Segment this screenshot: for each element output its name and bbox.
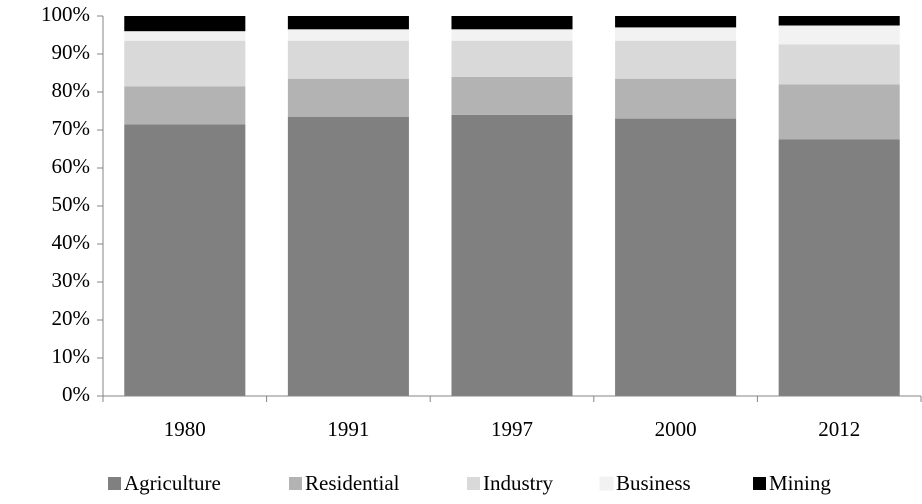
bar-segment (778, 16, 900, 26)
y-tick-label: 30% (52, 268, 91, 292)
x-tick-label: 1991 (327, 417, 369, 441)
y-tick-label: 60% (52, 154, 91, 178)
bar-segment (778, 84, 900, 140)
bar-segment (124, 86, 246, 125)
bar-segment (287, 116, 409, 396)
x-tick-label: 1997 (491, 417, 533, 441)
bar-segment (451, 114, 573, 397)
y-tick-label: 0% (62, 382, 90, 406)
legend-swatch (753, 477, 766, 490)
legend-label: Agriculture (124, 471, 221, 495)
bar-segment (451, 16, 573, 30)
bar-segment (615, 16, 737, 28)
bar-segment (124, 31, 246, 41)
bar-segment (124, 16, 246, 32)
bar-segment (124, 40, 246, 87)
bar-segment (615, 27, 737, 41)
bar-segment (287, 40, 409, 79)
legend-swatch (108, 477, 121, 490)
legend-swatch (599, 476, 614, 491)
y-tick-label: 10% (52, 344, 91, 368)
bar-segment (615, 118, 737, 396)
y-tick-label: 70% (52, 116, 91, 140)
x-tick-label: 1980 (164, 417, 206, 441)
legend-label: Mining (769, 471, 831, 495)
bar-segment (451, 76, 573, 115)
x-tick-label: 2000 (655, 417, 697, 441)
y-tick-label: 20% (52, 306, 91, 330)
bar-segment (287, 78, 409, 117)
bar-segment (451, 40, 573, 77)
legend-label: Industry (483, 471, 553, 495)
bar-segment (615, 40, 737, 79)
y-tick-label: 50% (52, 192, 91, 216)
legend-label: Business (616, 471, 691, 495)
bar-segment (451, 29, 573, 41)
bar-segment (615, 78, 737, 119)
y-tick-label: 40% (52, 230, 91, 254)
bar-segment (778, 25, 900, 45)
bar-segment (287, 16, 409, 30)
x-tick-label: 2012 (818, 417, 860, 441)
bar-segment (287, 29, 409, 41)
bar-segment (778, 139, 900, 396)
y-tick-label: 90% (52, 40, 91, 64)
legend-swatch (467, 477, 480, 490)
legend-swatch (289, 477, 302, 490)
legend-label: Residential (305, 471, 400, 495)
bar-segment (778, 44, 900, 85)
y-tick-label: 80% (52, 78, 91, 102)
bar-segment (124, 124, 246, 397)
y-tick-label: 100% (41, 2, 90, 26)
